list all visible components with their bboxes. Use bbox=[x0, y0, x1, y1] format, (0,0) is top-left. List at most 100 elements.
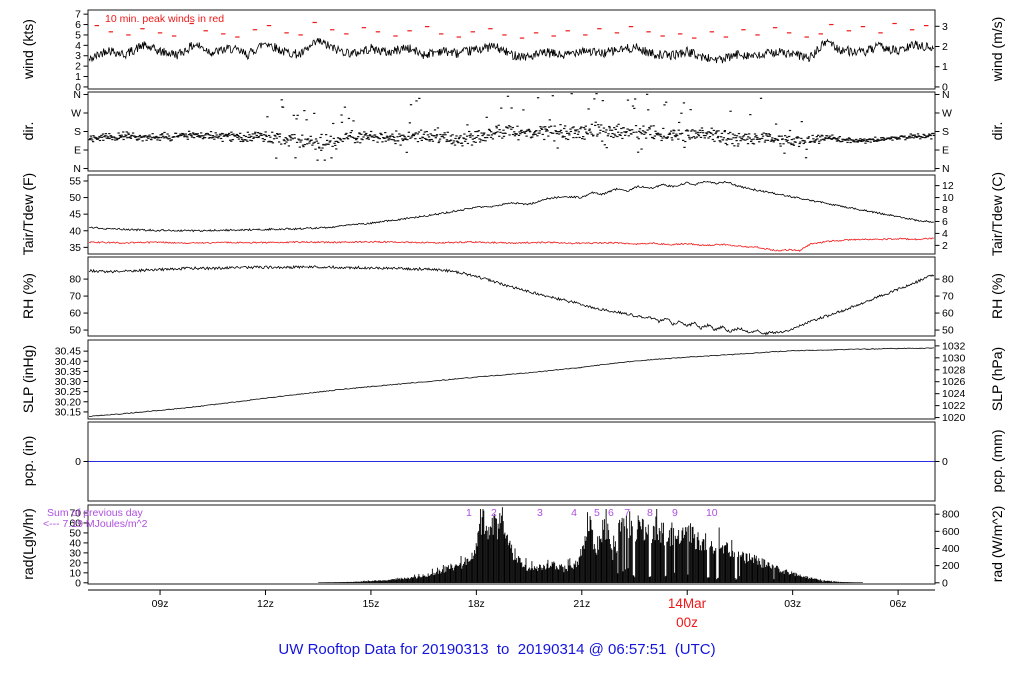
svg-text:200: 200 bbox=[942, 560, 960, 572]
svg-text:12z: 12z bbox=[257, 598, 274, 610]
svg-text:4: 4 bbox=[75, 40, 81, 52]
svg-text:1032: 1032 bbox=[942, 340, 966, 352]
svg-text:09z: 09z bbox=[152, 598, 169, 610]
rad-event-number: 5 bbox=[594, 507, 600, 519]
svg-text:35: 35 bbox=[69, 242, 81, 254]
panel-rad-border bbox=[87, 504, 936, 585]
rad-event-number: 3 bbox=[537, 507, 543, 519]
svg-text:0: 0 bbox=[942, 81, 948, 93]
svg-text:55: 55 bbox=[69, 175, 81, 187]
svg-text:0: 0 bbox=[75, 81, 81, 93]
svg-text:W: W bbox=[71, 107, 81, 119]
panel-rh-border bbox=[87, 256, 936, 337]
svg-text:1026: 1026 bbox=[942, 376, 966, 388]
svg-text:50: 50 bbox=[942, 325, 954, 337]
svg-text:N: N bbox=[942, 163, 950, 175]
chart-title: UW Rooftop Data for 20190313 to 20190314… bbox=[278, 641, 716, 658]
svg-text:15z: 15z bbox=[362, 598, 379, 610]
svg-text:30.45: 30.45 bbox=[55, 346, 81, 358]
svg-text:03z: 03z bbox=[784, 598, 801, 610]
rad-event-number: 6 bbox=[608, 507, 614, 519]
svg-text:1022: 1022 bbox=[942, 400, 966, 412]
svg-text:80: 80 bbox=[942, 274, 954, 286]
svg-text:60: 60 bbox=[69, 308, 81, 320]
svg-text:10: 10 bbox=[69, 567, 81, 579]
svg-text:50: 50 bbox=[69, 192, 81, 204]
svg-text:80: 80 bbox=[69, 274, 81, 286]
panel-temp-border bbox=[87, 174, 936, 255]
rad-event-number: 4 bbox=[571, 507, 577, 519]
svg-text:30.15: 30.15 bbox=[55, 406, 81, 418]
rad-event-number: 10 bbox=[706, 507, 718, 519]
svg-text:60: 60 bbox=[942, 308, 954, 320]
svg-text:10: 10 bbox=[942, 192, 954, 204]
rad-event-numbers: 1 2 3 4 5 6 7 8 9 10 bbox=[466, 507, 718, 519]
svg-text:40: 40 bbox=[69, 537, 81, 549]
svg-text:30.40: 30.40 bbox=[55, 356, 81, 368]
rad-sum-note-line2: <--- 7.19 MJoules/m^2 bbox=[43, 518, 148, 530]
svg-text:1028: 1028 bbox=[942, 364, 966, 376]
rad-event-number: 1 bbox=[466, 507, 472, 519]
svg-text:30.35: 30.35 bbox=[55, 366, 81, 378]
svg-text:5: 5 bbox=[75, 29, 81, 41]
panel-slp-series bbox=[89, 347, 934, 418]
svg-text:2: 2 bbox=[942, 240, 948, 252]
svg-text:3: 3 bbox=[942, 21, 948, 33]
panel-slp-ticks: 30.1530.2030.2530.3030.3530.4030.4510201… bbox=[55, 340, 966, 424]
svg-text:70: 70 bbox=[69, 507, 81, 519]
svg-text:0: 0 bbox=[75, 577, 81, 589]
svg-text:18z: 18z bbox=[468, 598, 485, 610]
rad-event-number: 9 bbox=[672, 507, 678, 519]
svg-text:6: 6 bbox=[75, 19, 81, 31]
rad-event-number: 7 bbox=[624, 507, 630, 519]
svg-text:S: S bbox=[74, 126, 81, 138]
rad-event-number: 2 bbox=[491, 507, 497, 519]
ylabel-wind-right: wind (m/s) bbox=[989, 16, 1005, 82]
svg-text:0: 0 bbox=[75, 456, 81, 468]
svg-text:45: 45 bbox=[69, 209, 81, 221]
svg-text:6: 6 bbox=[942, 216, 948, 228]
svg-text:0: 0 bbox=[942, 456, 948, 468]
svg-text:21z: 21z bbox=[573, 598, 590, 610]
ylabel-dir-left: dir. bbox=[20, 121, 36, 141]
svg-text:1030: 1030 bbox=[942, 352, 966, 364]
panel-pcp-border bbox=[87, 421, 936, 502]
ylabel-rad-left: rad(Lgly/hr) bbox=[20, 508, 36, 580]
rad-event-number: 8 bbox=[647, 507, 653, 519]
svg-text:70: 70 bbox=[942, 291, 954, 303]
svg-text:2: 2 bbox=[75, 61, 81, 73]
svg-text:30.20: 30.20 bbox=[55, 396, 81, 408]
svg-text:20: 20 bbox=[69, 557, 81, 569]
svg-text:60: 60 bbox=[69, 517, 81, 529]
svg-text:40: 40 bbox=[69, 225, 81, 237]
svg-text:800: 800 bbox=[942, 509, 960, 521]
svg-text:30.25: 30.25 bbox=[55, 386, 81, 398]
svg-text:E: E bbox=[74, 145, 81, 157]
x-axis: 09z 12z 15z 18z 21z 03z 06z bbox=[88, 589, 935, 610]
panel-temp-series bbox=[88, 180, 935, 253]
svg-text:70: 70 bbox=[69, 291, 81, 303]
ylabel-rh-left: RH (%) bbox=[20, 273, 36, 319]
svg-text:1: 1 bbox=[75, 71, 81, 83]
svg-text:400: 400 bbox=[942, 543, 960, 555]
svg-text:30: 30 bbox=[69, 547, 81, 559]
panel-dir-series bbox=[88, 93, 935, 161]
ylabel-temp-right: Tair/Tdew (C) bbox=[989, 171, 1005, 257]
svg-text:3: 3 bbox=[75, 50, 81, 62]
ylabel-rh-right: RH (%) bbox=[989, 273, 1005, 319]
ylabel-slp-left: SLP (inHg) bbox=[20, 344, 36, 414]
panel-rh-series bbox=[88, 265, 935, 336]
panel-slp-border bbox=[87, 339, 936, 420]
panel-rad-series bbox=[318, 507, 863, 583]
panel-dir-border bbox=[87, 91, 936, 172]
svg-text:1020: 1020 bbox=[942, 412, 966, 424]
svg-text:1: 1 bbox=[942, 61, 948, 73]
svg-text:8: 8 bbox=[942, 204, 948, 216]
svg-text:1024: 1024 bbox=[942, 388, 966, 400]
